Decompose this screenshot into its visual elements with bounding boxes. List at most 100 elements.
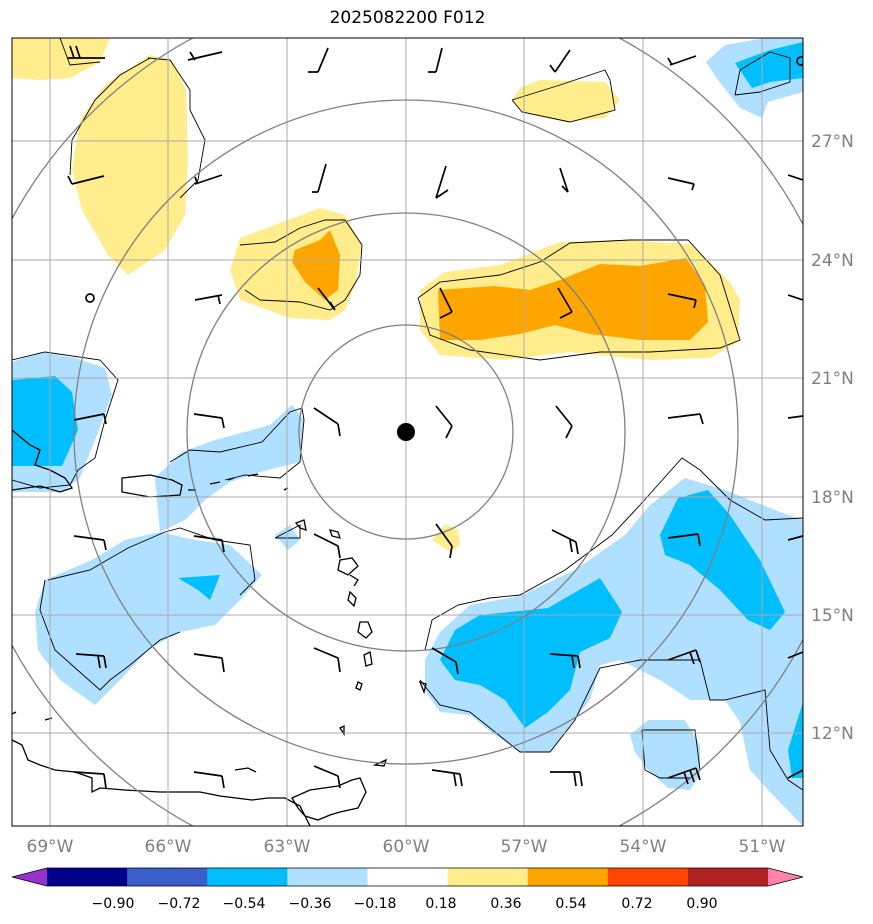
wind-barb: [308, 47, 329, 73]
wind-barb: [194, 294, 223, 305]
wind-barb: [428, 47, 443, 73]
contour-line: [12, 351, 119, 489]
colorbar-segments: [12, 868, 803, 886]
yellow-area-west: [72, 55, 188, 275]
colorbar-tick-label: 0.72: [621, 896, 652, 912]
colorbar-tick-label: −0.18: [354, 896, 397, 912]
wind-barb: [557, 287, 573, 319]
lon-label: 54°W: [620, 837, 667, 857]
latitude-labels: 27°N 24°N 21°N 18°N 15°N 12°N: [811, 132, 854, 744]
wind-barb: [549, 653, 581, 669]
coastline-puerto-rico: [121, 474, 183, 498]
contour-line: [69, 57, 151, 176]
wind-barb: [193, 771, 225, 789]
wind-barb: [787, 651, 803, 659]
colorbar: −0.90 −0.72 −0.54 −0.36 −0.18 0.18 0.36 …: [11, 867, 804, 912]
yellow-area-northwest-corner: [12, 38, 110, 80]
wind-barb: [667, 293, 697, 309]
coastline-barbados: [418, 680, 427, 695]
deep-blue-area-northeast: [735, 42, 803, 88]
lat-label: 18°N: [811, 488, 854, 508]
coastline-margarita: [234, 767, 257, 773]
wind-barb: [67, 175, 105, 185]
range-ring: [73, 99, 739, 765]
storm-center-marker: [397, 423, 415, 441]
lat-label: 21°N: [811, 369, 854, 389]
wind-barb: [667, 533, 701, 547]
contour-line: [59, 38, 101, 66]
negative-anomaly-areas: [12, 38, 803, 826]
range-ring: [186, 212, 626, 652]
wind-barb: [73, 535, 107, 551]
contour-line: [47, 527, 256, 596]
lat-label: 15°N: [811, 606, 854, 626]
wind-barb: [667, 55, 697, 66]
colorbar-tick-label: 0.90: [686, 896, 717, 912]
plot-area: [12, 38, 803, 826]
colorbar-tick-label: −0.36: [289, 896, 332, 912]
colorbar-segment: [127, 868, 208, 886]
contour-line: [424, 619, 433, 651]
wind-barb: [194, 174, 223, 185]
coastline-anguilla: [294, 519, 307, 531]
colorbar-segment: [367, 868, 449, 886]
range-ring: [298, 324, 514, 540]
colorbar-segment: [607, 868, 689, 886]
coastline-venezuela: [12, 739, 311, 826]
coastline-st-lucia: [363, 651, 373, 667]
contour-line: [734, 51, 791, 96]
wind-barb: [75, 653, 107, 669]
colorbar-tick-label: −0.72: [158, 896, 201, 912]
orange-area-central: [292, 230, 340, 300]
colorbar-tick-label: −0.54: [223, 896, 266, 912]
wind-barb: [559, 167, 569, 193]
wind-barb: [667, 767, 701, 785]
calm-wind-circle: [85, 293, 95, 303]
contour-line: [431, 457, 803, 621]
calm-wind-circle: [796, 56, 803, 66]
wind-barb: [73, 771, 107, 789]
colorbar-segment: [47, 868, 128, 886]
lat-label: 24°N: [811, 251, 854, 271]
colorbar-segment: [207, 868, 288, 886]
coastline-guadeloupe: [337, 557, 359, 587]
longitude-labels: 69°W 66°W 63°W 60°W 57°W 54°W 51°W: [27, 837, 786, 857]
wind-barb: [667, 177, 695, 191]
wind-barb: [193, 535, 225, 553]
lon-label: 66°W: [145, 837, 192, 857]
lon-label: 69°W: [27, 837, 74, 857]
orange-band-east: [438, 258, 708, 340]
wind-barb: [431, 647, 459, 675]
wind-barb: [68, 45, 105, 59]
contour-line: [39, 579, 181, 691]
wind-barb: [787, 174, 803, 181]
colorbar-tick-label: 0.54: [555, 896, 586, 912]
wind-barb: [667, 413, 704, 425]
wind-barb: [550, 771, 583, 787]
lon-label: 57°W: [501, 837, 548, 857]
lon-label: 60°W: [383, 837, 430, 857]
wind-barb: [549, 49, 571, 73]
map-title: 2025082200 F012: [329, 8, 486, 28]
colorbar-segment: [12, 868, 47, 886]
coastline-virgin-islands: [188, 473, 289, 491]
deep-blue-spot-southwest: [178, 575, 220, 600]
wind-barb: [193, 653, 225, 673]
wind-barb: [439, 287, 453, 319]
wind-barb: [187, 51, 223, 61]
contour-line: [419, 659, 803, 791]
coastline-antigua: [329, 529, 341, 539]
wind-barb: [73, 413, 107, 425]
contour-line: [511, 69, 616, 123]
wind-barb: [555, 405, 573, 439]
wind-barb: [313, 647, 341, 673]
wind-barb: [435, 165, 449, 199]
range-rings: [12, 38, 803, 826]
deep-blue-area-southeast-edge: [788, 702, 803, 778]
deep-blue-area-southeast-2: [660, 490, 785, 630]
wind-barb: [313, 765, 341, 789]
wind-barb: [435, 523, 453, 559]
blue-area-southwest: [35, 532, 262, 705]
wind-barb: [667, 649, 701, 665]
